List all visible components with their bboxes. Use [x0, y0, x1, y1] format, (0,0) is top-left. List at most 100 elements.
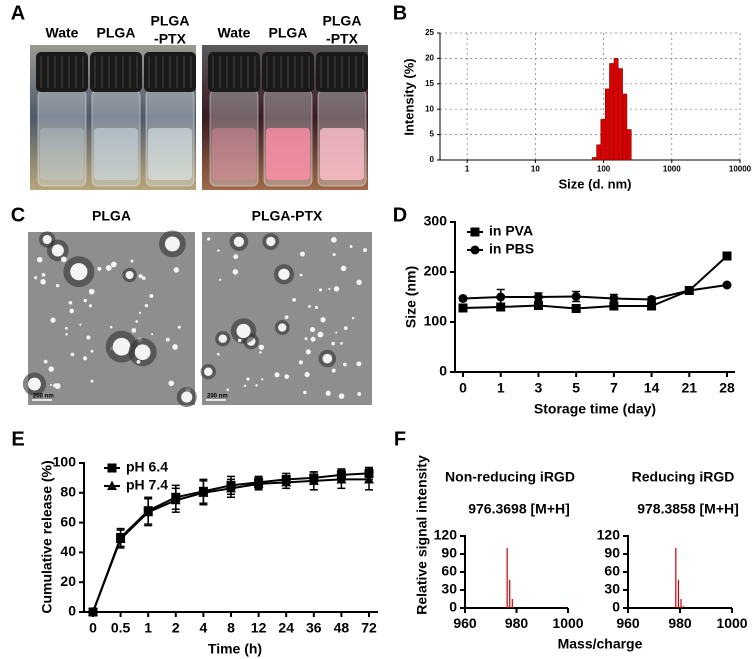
marker: [722, 251, 732, 261]
marker: [496, 292, 506, 302]
x-tick-label: 36: [306, 620, 322, 636]
particle: [356, 361, 362, 367]
particle: [141, 276, 146, 280]
chart-title: Non-reducing iRGD: [445, 469, 575, 485]
particle: [60, 256, 67, 263]
particle: [70, 263, 88, 281]
legend-label: pH 7.4: [126, 477, 168, 493]
particle: [318, 288, 323, 292]
vial-liquid: [148, 128, 192, 180]
x-tick-label: 960: [616, 615, 640, 631]
particle: [216, 352, 220, 356]
particle: [340, 265, 347, 272]
particle: [284, 315, 289, 319]
x-tick-label: 5: [572, 380, 580, 396]
particle: [331, 237, 337, 243]
particle: [34, 379, 41, 385]
particle: [299, 251, 305, 257]
bar: [617, 68, 623, 161]
x-tick-label: 980: [668, 615, 692, 631]
x-tick-label: 4: [200, 620, 208, 636]
particle: [144, 303, 149, 308]
particle: [236, 323, 251, 339]
marker: [336, 473, 347, 484]
particle: [51, 244, 64, 257]
particle: [48, 366, 54, 372]
x-tick-label: 10: [531, 165, 540, 174]
marker: [647, 301, 657, 311]
x-tick-label: 8: [227, 620, 235, 636]
bar: [596, 144, 602, 161]
x-tick-label: 3: [535, 380, 543, 396]
particle: [79, 323, 82, 326]
particle: [130, 259, 134, 263]
photo-label: PLGA: [323, 13, 362, 29]
panel-label: A: [11, 2, 25, 24]
scale-bar-label: 200 nm: [33, 394, 54, 400]
vial-liquid: [212, 128, 256, 180]
particle: [352, 316, 355, 320]
particle: [86, 335, 91, 340]
x-tick-label: 0.5: [111, 620, 131, 636]
y-tick-label: 100: [424, 313, 448, 329]
marker: [198, 487, 209, 497]
marker: [170, 494, 181, 505]
particle: [219, 278, 222, 282]
particle: [70, 352, 75, 357]
particle: [343, 362, 347, 367]
particle: [173, 267, 180, 273]
marker: [115, 533, 126, 544]
particle: [164, 236, 180, 252]
particle: [278, 268, 290, 280]
y-tick-label: 100: [53, 454, 77, 470]
scale-bar-label: 200 nm: [207, 394, 228, 400]
panel-label: C: [11, 204, 25, 226]
marker: [364, 473, 374, 484]
x-tick-label: 1000: [552, 615, 583, 631]
particle: [218, 334, 227, 343]
y-tick-label: 0: [612, 599, 620, 615]
particle: [338, 393, 345, 399]
particle: [43, 359, 48, 364]
marker: [722, 280, 732, 290]
annotation: 978.3858 [M+H]: [637, 501, 739, 517]
marker: [684, 286, 694, 295]
particle: [207, 237, 211, 241]
marker: [647, 295, 657, 304]
particle: [203, 367, 213, 376]
particle: [357, 392, 362, 396]
particle: [331, 341, 335, 346]
panel-label: E: [11, 428, 24, 450]
y-tick-label: 120: [434, 527, 458, 543]
legend-marker: [107, 480, 117, 491]
particle: [232, 269, 239, 275]
particle: [90, 349, 94, 353]
x-axis-label: Storage time (day): [534, 401, 656, 417]
particle: [109, 325, 113, 329]
photo-label: PLGA-PTX: [252, 208, 323, 224]
particle: [310, 336, 316, 342]
particle: [243, 384, 247, 388]
y-axis-label: Size (nm): [403, 266, 419, 328]
x-tick-label: 0: [89, 620, 97, 636]
photo-label: PLGA: [151, 13, 190, 29]
particle: [97, 266, 102, 271]
particle: [331, 368, 336, 373]
particle: [83, 298, 87, 303]
photo-label: PLGA: [269, 25, 308, 41]
particle: [299, 273, 303, 277]
marker: [458, 303, 468, 313]
y-tick-label: 30: [441, 581, 457, 597]
y-tick-label: 10: [425, 104, 434, 113]
photo-label: -PTX: [154, 31, 187, 47]
y-tick-label: 0: [449, 599, 457, 615]
marker: [609, 294, 619, 303]
particle: [309, 326, 316, 333]
particle: [304, 371, 310, 378]
bar: [622, 93, 628, 161]
y-tick-label: 15: [425, 79, 434, 88]
particle: [278, 323, 287, 332]
particle: [82, 356, 88, 361]
y-tick-label: 0: [439, 363, 447, 379]
particle: [258, 344, 265, 350]
